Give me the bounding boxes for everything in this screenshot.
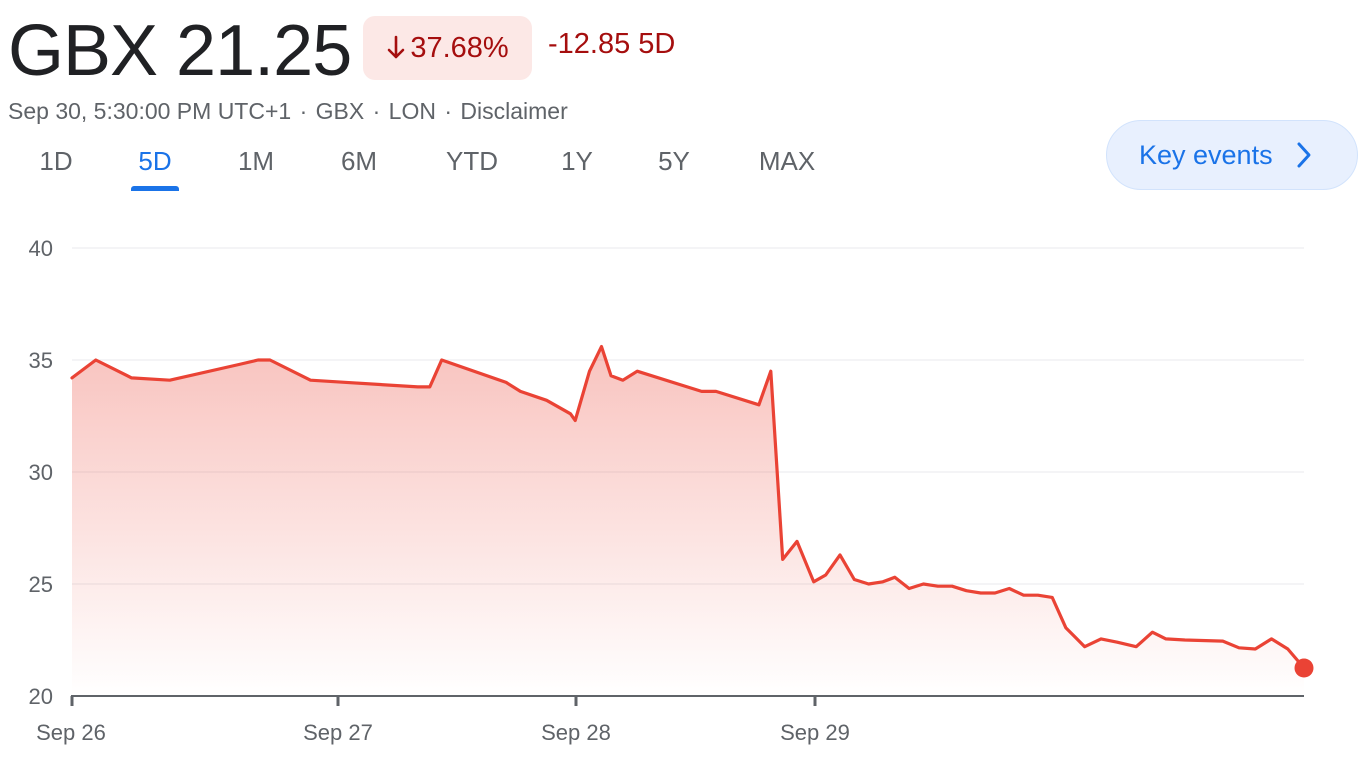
absolute-change: -12.85 5D — [548, 28, 675, 61]
tab-max[interactable]: MAX — [758, 146, 816, 176]
chevron-right-icon — [1297, 142, 1311, 168]
percent-change-badge: 37.68% — [363, 16, 532, 80]
absolute-change-value: -12.85 — [548, 28, 631, 60]
quote-timestamp: Sep 30, 5:30:00 PM UTC+1 — [8, 98, 292, 124]
y-tick-label: 35 — [29, 348, 53, 373]
y-tick-label: 25 — [29, 572, 53, 597]
quote-currency: GBX — [315, 98, 365, 124]
tab-5d[interactable]: 5D — [138, 146, 172, 176]
tab-6m[interactable]: 6M — [340, 146, 378, 176]
disclaimer-link[interactable]: Disclaimer — [460, 98, 568, 124]
key-events-label: Key events — [1139, 139, 1273, 170]
period-label: 5D — [638, 28, 676, 60]
stock-price: GBX 21.25 — [8, 11, 352, 91]
quote-meta: Sep 30, 5:30:00 PM UTC+1 · GBX · LON · D… — [8, 98, 568, 125]
x-tick-label: Sep 29 — [780, 720, 850, 745]
y-tick-label: 20 — [29, 684, 53, 709]
last-price-marker — [1294, 658, 1314, 678]
x-tick-label: Sep 27 — [303, 720, 373, 745]
tab-1m[interactable]: 1M — [237, 146, 275, 176]
y-tick-label: 40 — [29, 236, 53, 261]
meta-separator: · — [299, 98, 308, 124]
quote-exchange: LON — [388, 98, 436, 124]
price-chart: 40 35 30 25 20 Sep 26 Sep 27 Sep 28 Sep 29 — [29, 236, 1314, 745]
series-area — [72, 346, 1304, 696]
key-events-button[interactable]: Key events — [1106, 120, 1358, 190]
active-tab-indicator — [131, 186, 179, 191]
arrow-down-icon — [388, 35, 405, 59]
x-tick-label: Sep 28 — [541, 720, 611, 745]
x-tick-label: Sep 26 — [36, 720, 106, 745]
meta-separator: · — [444, 98, 453, 124]
tab-5y[interactable]: 5Y — [658, 146, 690, 176]
meta-separator: · — [372, 98, 381, 124]
tab-ytd[interactable]: YTD — [446, 146, 498, 176]
tab-1y[interactable]: 1Y — [561, 146, 593, 176]
percent-change-value: 37.68% — [410, 31, 509, 64]
series-line — [70, 345, 1306, 670]
y-tick-label: 30 — [29, 460, 53, 485]
tab-1d[interactable]: 1D — [39, 146, 73, 176]
